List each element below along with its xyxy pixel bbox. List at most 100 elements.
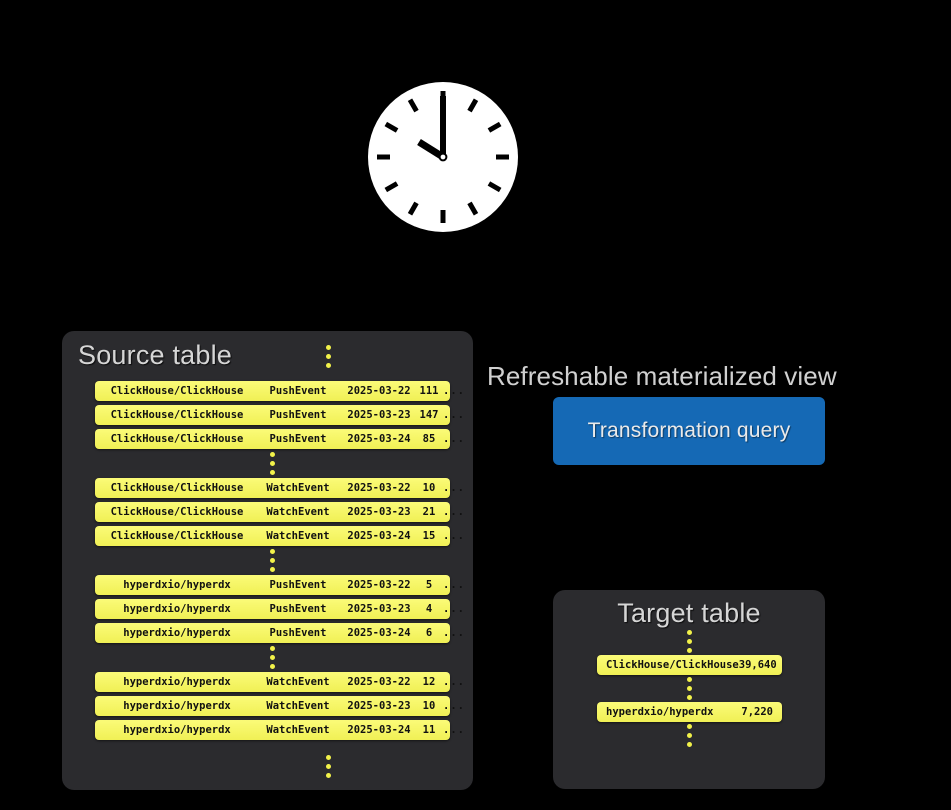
table-row[interactable]: ClickHouse/ClickHouse WatchEvent 2025-03-2… — [95, 526, 464, 546]
table-row[interactable]: hyperdxio/hyperdx PushEvent 2025-03-24 6... — [95, 623, 464, 643]
row-cell-count: 6 — [425, 627, 433, 639]
target-table-panel: Target table ClickHouse/ClickHouse 39,640… — [553, 590, 825, 789]
table-row[interactable]: ClickHouse/ClickHouse 39,640 — [597, 655, 782, 675]
row-cell-date: 2025-03-24 — [347, 627, 411, 639]
source-title-ellipsis-dots — [326, 345, 331, 368]
table-row[interactable]: ClickHouse/ClickHouse PushEvent 2025-03-22… — [95, 381, 464, 401]
row-cell-count: 4 — [425, 603, 433, 615]
row-cell-count: 111 — [419, 385, 439, 397]
row-cell-repo: ClickHouse/ClickHouse — [110, 385, 244, 397]
source-table-rows: ClickHouse/ClickHouse PushEvent 2025-03-22… — [95, 381, 464, 740]
row-cell-repo: hyperdxio/hyperdx — [123, 627, 231, 639]
row-cell-more: ... — [443, 433, 465, 445]
row-cell-event: WatchEvent — [266, 676, 330, 688]
table-row[interactable]: ClickHouse/ClickHouse PushEvent 2025-03-23… — [95, 405, 464, 425]
row-cell-date: 2025-03-23 — [347, 409, 411, 421]
row-cell-event: WatchEvent — [266, 700, 330, 712]
row-cell-event: PushEvent — [269, 433, 327, 445]
row-cell-more: ... — [443, 579, 465, 591]
row-cell-count: 21 — [422, 506, 436, 518]
row-cell-more: ... — [443, 506, 465, 518]
ellipsis-dots — [270, 646, 275, 669]
source-group-ellipsis-dots — [95, 643, 450, 672]
row-cell-repo: hyperdxio/hyperdx — [123, 724, 231, 736]
refreshable-materialized-view-label: Refreshable materialized view — [487, 361, 837, 391]
source-row-group: ClickHouse/ClickHouse WatchEvent 2025-03-2… — [95, 478, 464, 546]
row-cell-more: ... — [443, 724, 465, 736]
row-cell-more: ... — [443, 409, 465, 421]
table-row[interactable]: hyperdxio/hyperdx WatchEvent 2025-03-23 10.… — [95, 696, 464, 716]
source-group-ellipsis-dots — [95, 449, 450, 478]
row-cell-event: PushEvent — [269, 579, 327, 591]
row-cell-more: ... — [443, 700, 465, 712]
table-row[interactable]: ClickHouse/ClickHouse WatchEvent 2025-03-2… — [95, 478, 464, 498]
row-cell-date: 2025-03-24 — [347, 530, 411, 542]
row-cell-date: 2025-03-23 — [347, 506, 411, 518]
row-cell-date: 2025-03-24 — [347, 433, 411, 445]
ellipsis-dots — [270, 549, 275, 572]
row-cell-date: 2025-03-23 — [347, 700, 411, 712]
row-cell-repo: ClickHouse/ClickHouse — [110, 433, 244, 445]
clock-icon — [368, 82, 518, 232]
row-cell-date: 2025-03-22 — [347, 579, 411, 591]
row-cell-count: 10 — [422, 700, 436, 712]
row-cell-repo: ClickHouse/ClickHouse — [110, 506, 244, 518]
row-cell-date: 2025-03-22 — [347, 676, 411, 688]
ellipsis-dots — [687, 677, 692, 700]
ellipsis-dots — [687, 630, 692, 653]
target-top-ellipsis-dots — [687, 628, 692, 655]
row-cell-repo: hyperdxio/hyperdx — [123, 603, 231, 615]
ellipsis-dots — [270, 452, 275, 475]
row-cell-repo: ClickHouse/ClickHouse — [110, 409, 244, 421]
table-row[interactable]: hyperdxio/hyperdx 7,220 — [597, 702, 782, 722]
row-cell-total: 39,640 — [738, 659, 777, 671]
table-row[interactable]: hyperdxio/hyperdx WatchEvent 2025-03-24 11.… — [95, 720, 464, 740]
row-cell-repo: hyperdxio/hyperdx — [123, 700, 231, 712]
row-cell-more: ... — [443, 603, 465, 615]
target-group-ellipsis-dots — [687, 675, 692, 702]
row-cell-event: WatchEvent — [266, 724, 330, 736]
table-row[interactable]: hyperdxio/hyperdx WatchEvent 2025-03-22 12.… — [95, 672, 464, 692]
source-table-panel: Source table ClickHouse/ClickHouse PushEv… — [62, 331, 473, 790]
row-cell-date: 2025-03-23 — [347, 603, 411, 615]
table-row[interactable]: hyperdxio/hyperdx PushEvent 2025-03-22 5... — [95, 575, 464, 595]
row-cell-event: PushEvent — [269, 603, 327, 615]
row-cell-repo: hyperdxio/hyperdx — [606, 706, 714, 718]
row-cell-more: ... — [443, 676, 465, 688]
target-bottom-ellipsis-dots — [687, 722, 692, 749]
row-cell-event: WatchEvent — [266, 506, 330, 518]
row-cell-event: WatchEvent — [266, 482, 330, 494]
row-cell-count: 15 — [422, 530, 436, 542]
source-group-ellipsis-dots — [95, 546, 450, 575]
row-cell-repo: hyperdxio/hyperdx — [123, 676, 231, 688]
source-bottom-ellipsis-dots — [326, 755, 331, 778]
row-cell-count: 12 — [422, 676, 436, 688]
row-cell-event: PushEvent — [269, 627, 327, 639]
row-cell-date: 2025-03-22 — [347, 385, 411, 397]
table-row[interactable]: ClickHouse/ClickHouse WatchEvent 2025-03-2… — [95, 502, 464, 522]
row-cell-repo: ClickHouse/ClickHouse — [606, 659, 739, 671]
source-row-group: hyperdxio/hyperdx WatchEvent 2025-03-22 12.… — [95, 672, 464, 740]
row-cell-more: ... — [443, 385, 465, 397]
row-cell-event: PushEvent — [269, 409, 327, 421]
row-cell-more: ... — [443, 530, 465, 542]
row-cell-more: ... — [443, 627, 465, 639]
row-cell-total: 7,220 — [741, 706, 773, 718]
table-row[interactable]: ClickHouse/ClickHouse PushEvent 2025-03-24… — [95, 429, 464, 449]
row-cell-event: WatchEvent — [266, 530, 330, 542]
ellipsis-dots — [687, 724, 692, 747]
row-cell-date: 2025-03-22 — [347, 482, 411, 494]
table-row[interactable]: hyperdxio/hyperdx PushEvent 2025-03-23 4... — [95, 599, 464, 619]
row-cell-count: 147 — [419, 409, 439, 421]
target-table-title: Target table — [617, 598, 761, 628]
row-cell-count: 10 — [422, 482, 436, 494]
row-cell-more: ... — [443, 482, 465, 494]
row-cell-count: 11 — [422, 724, 436, 736]
row-cell-event: PushEvent — [269, 385, 327, 397]
source-row-group: hyperdxio/hyperdx PushEvent 2025-03-22 5...… — [95, 575, 464, 643]
row-cell-repo: ClickHouse/ClickHouse — [110, 530, 244, 542]
source-table-title: Source table — [78, 340, 232, 370]
row-cell-date: 2025-03-24 — [347, 724, 411, 736]
source-row-group: ClickHouse/ClickHouse PushEvent 2025-03-22… — [95, 381, 464, 449]
transformation-query-button[interactable]: Transformation query — [553, 397, 825, 465]
